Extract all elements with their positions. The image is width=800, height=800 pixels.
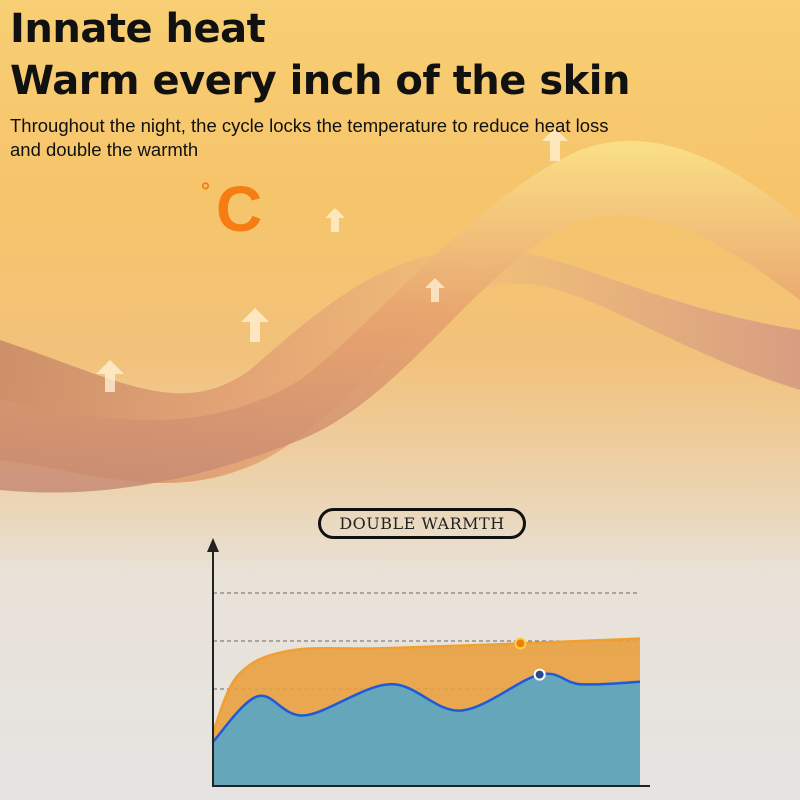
chart-title-badge: DOUBLE WARMTH bbox=[318, 508, 526, 539]
degree-symbol: ° bbox=[200, 180, 211, 205]
marker-outer-warmth bbox=[514, 637, 527, 650]
headline-line-1: Innate heat bbox=[10, 6, 266, 52]
line-outer-warmth bbox=[211, 637, 641, 733]
line-inner-warmth bbox=[212, 672, 641, 743]
y-axis-arrow-icon bbox=[207, 538, 219, 552]
area-inner-warmth bbox=[213, 673, 640, 785]
celsius-letter: C bbox=[216, 173, 263, 245]
up-arrow-icon bbox=[96, 128, 568, 392]
marker-inner-warmth bbox=[533, 668, 546, 681]
headline-line-2: Warm every inch of the skin bbox=[10, 58, 630, 104]
subtitle: Throughout the night, the cycle locks th… bbox=[10, 115, 609, 160]
